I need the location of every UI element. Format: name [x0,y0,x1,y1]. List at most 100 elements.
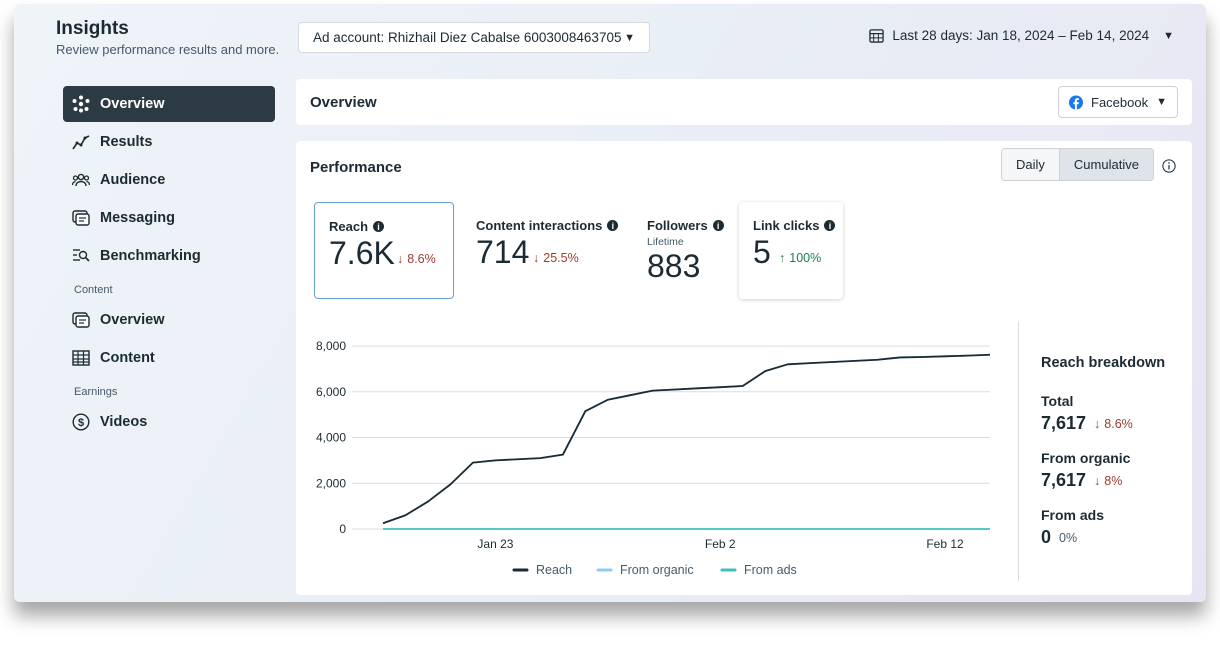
caret-down-icon: ▼ [1163,29,1174,42]
audience-icon [72,173,90,187]
breakdown-total-value: 7,617 [1041,413,1087,433]
breakdown-organic-delta: ↓ 8% [1094,474,1122,488]
sidebar-item-label: Content [100,350,155,366]
breakdown-total-delta: ↓ 8.6% [1094,417,1133,431]
metric-delta-text: 100% [789,251,822,265]
reach-breakdown: Reach breakdown Total 7,617 ↓ 8.6% From o… [1041,355,1181,564]
metric-label-text: Reach [329,219,369,234]
insights-window: Insights Review performance results and … [14,4,1206,602]
dollar-icon: $ [72,413,90,431]
breakdown-total-label: Total [1041,393,1074,409]
calendar-icon [869,29,885,43]
metric-label: Followers i [647,218,724,233]
sidebar-item-audience[interactable]: Audience [63,162,275,198]
breakdown-ads-label: From ads [1041,507,1105,523]
date-range-label: Last 28 days: Jan 18, 2024 – Feb 14, 202… [892,28,1150,43]
y-tick-label: 4,000 [316,431,346,445]
sidebar-item-results[interactable]: Results [63,124,275,160]
legend-label: Reach [536,563,572,577]
sidebar-item-videos[interactable]: $ Videos [63,404,275,440]
sidebar-item-benchmarking[interactable]: Benchmarking [63,238,275,274]
facebook-icon [1069,94,1084,110]
platform-dropdown[interactable]: Facebook ▼ [1058,86,1178,118]
date-range-picker[interactable]: Last 28 days: Jan 18, 2024 – Feb 14, 202… [869,28,1174,43]
sidebar-item-content-overview[interactable]: Overview [63,302,275,338]
metric-sublabel: Lifetime [647,236,684,248]
delta-text: 8.6% [1104,416,1133,431]
sidebar-section-content: Content [74,284,113,296]
ad-account-label: Ad account: Rhizhail Diez Cabalse 600300… [313,30,622,45]
info-icon: i [607,220,619,231]
metric-label: Link clicks i [753,218,836,233]
sidebar-item-label: Results [100,134,153,150]
series-line-from-organic [382,353,991,525]
x-tick-label: Jan 23 [477,537,513,551]
metric-label: Content interactions i [476,218,619,233]
performance-title: Performance [310,159,402,176]
reach-line-chart: 0 2,000 4,000 6,000 8,000 Jan 23 Feb 2 Feb 12 Re… [316,339,991,577]
breakdown-ads-delta: 0% [1059,530,1078,545]
metric-card-link-clicks[interactable]: Link clicks i 5 ↑ 100% [739,202,843,299]
y-tick-label: 8,000 [316,339,346,353]
page-subtitle: Review performance results and more. [56,42,280,57]
sidebar-item-label: Benchmarking [100,248,201,264]
results-icon [72,135,90,150]
breakdown-organic-label: From organic [1041,450,1131,466]
info-icon[interactable] [1162,159,1176,173]
arrow-down-icon: ↓ [1094,416,1101,431]
sidebar-section-earnings: Earnings [74,386,118,398]
overview-panel-title: Overview [310,94,377,111]
performance-panel: Performance Daily Cumulative Reach i 7.6K… [296,141,1192,595]
reach-chart: 0 2,000 4,000 6,000 8,000 Jan 23 Feb 2 Feb 12 Re… [296,326,1011,591]
view-toggle: Daily Cumulative [1001,148,1154,181]
metric-label-text: Content interactions [476,218,603,233]
y-tick-label: 2,000 [316,476,346,490]
series-line-reach [382,353,991,525]
metric-card-content-interactions[interactable]: Content interactions i 714 ↓ 25.5% [462,202,622,299]
metric-card-reach[interactable]: Reach i 7.6K ↓ 8.6% [314,202,454,299]
caret-down-icon: ▼ [1156,96,1167,108]
breakdown-organic-row: 7,617 ↓ 8% [1041,470,1181,491]
sidebar-item-label: Overview [100,312,165,328]
info-icon: i [712,220,724,231]
metric-delta-text: 25.5% [543,251,579,265]
x-tick-label: Feb 2 [705,537,736,551]
metric-delta: ↓ 8.6% [397,252,436,266]
y-tick-label: 6,000 [316,385,346,399]
breakdown-ads-value: 0 [1041,527,1052,547]
info-icon: i [824,220,836,231]
ad-account-dropdown[interactable]: Ad account: Rhizhail Diez Cabalse 600300… [298,22,650,53]
caret-down-icon: ▼ [624,31,635,44]
divider [1018,321,1019,581]
breakdown-ads-row: 0 0% [1041,527,1181,548]
legend-label: From organic [620,563,694,577]
metric-card-followers[interactable]: Followers i Lifetime 883 [633,202,733,299]
metric-delta-text: 8.6% [407,252,436,266]
sidebar-item-content[interactable]: Content [63,340,275,376]
page-title: Insights [56,18,129,39]
metric-label: Reach i [329,219,385,234]
breakdown-title: Reach breakdown [1041,355,1166,371]
metric-label-text: Link clicks [753,218,820,233]
metric-value: 883 [647,248,701,284]
platform-label: Facebook [1091,94,1149,110]
arrow-down-icon: ↓ [397,252,404,266]
metric-label-text: Followers [647,218,708,233]
sidebar-item-messaging[interactable]: Messaging [63,200,275,236]
sidebar-item-label: Audience [100,172,166,188]
sidebar-item-overview[interactable]: Overview [63,86,275,122]
metric-value: 7.6K [329,235,395,271]
messaging-icon [72,210,90,226]
metric-value: 5 [753,234,771,270]
sidebar-item-label: Messaging [100,210,175,226]
metric-value: 714 [476,234,530,270]
toggle-cumulative[interactable]: Cumulative [1059,149,1153,180]
sidebar-item-label: Videos [100,414,148,430]
legend-label: From ads [744,563,797,577]
arrow-down-icon: ↓ [1094,473,1101,488]
y-tick-label: 0 [339,522,346,536]
overview-icon [72,95,90,113]
toggle-daily[interactable]: Daily [1002,149,1060,180]
sidebar-nav: Overview Results Audience Messaging Benc… [63,86,275,442]
table-icon [72,350,90,366]
